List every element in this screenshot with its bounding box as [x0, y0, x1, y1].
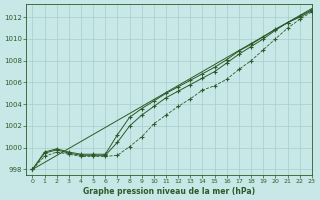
- X-axis label: Graphe pression niveau de la mer (hPa): Graphe pression niveau de la mer (hPa): [83, 187, 255, 196]
